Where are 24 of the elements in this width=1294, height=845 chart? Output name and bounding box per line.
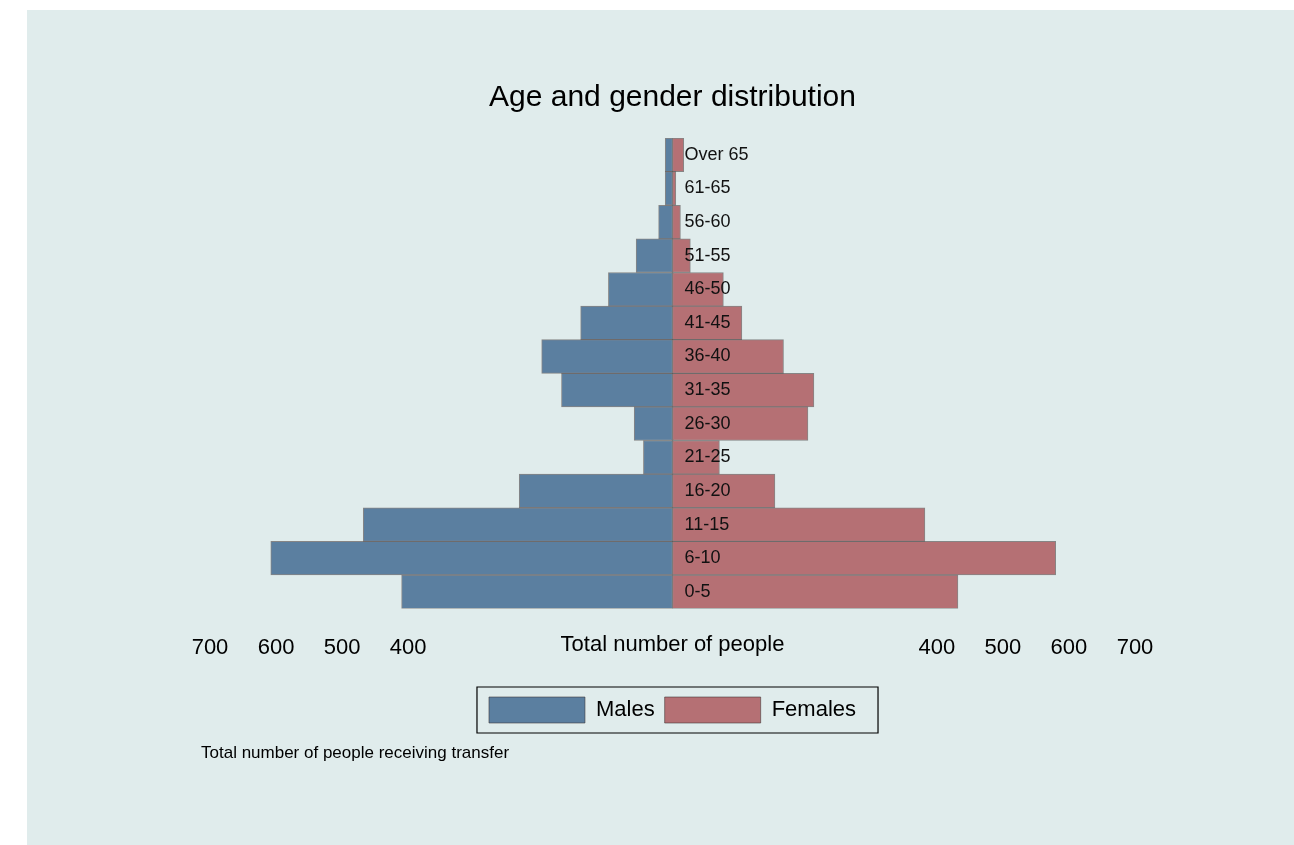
text: Total number of people receiving transfer	[201, 743, 510, 763]
legend-label: Males	[595, 696, 655, 722]
y-tick-label: 0-5	[684, 580, 711, 601]
y-tick-label: 6-10	[684, 547, 721, 568]
x-axis-title: Total number of people	[560, 630, 785, 656]
y-tick-label: 11-15	[684, 513, 730, 534]
y-tick-label: 31-35	[684, 379, 731, 400]
x-tick-label: 700	[191, 633, 229, 659]
x-tick-label: 500	[984, 633, 1022, 659]
x-tick-label: 600	[1050, 633, 1088, 659]
legend-label: Females	[771, 696, 857, 722]
y-tick-label: 56-60	[684, 211, 731, 231]
y-tick-label: 61-65	[684, 177, 731, 198]
x-tick-label: 500	[323, 633, 361, 659]
y-tick-label: 36-40	[684, 345, 731, 366]
y-tick-label: Over 65	[684, 143, 749, 164]
x-tick-label: 700	[1116, 633, 1154, 659]
x-tick-label: 400	[389, 633, 427, 659]
x-tick-label: 600	[257, 633, 295, 659]
chart-title: Age and gender distribution	[489, 79, 856, 113]
y-tick-label: 41-45	[684, 311, 731, 332]
y-tick-label: 16-20	[684, 479, 731, 500]
x-tick-label: 400	[918, 633, 956, 659]
y-tick-label: 26-30	[684, 412, 731, 433]
